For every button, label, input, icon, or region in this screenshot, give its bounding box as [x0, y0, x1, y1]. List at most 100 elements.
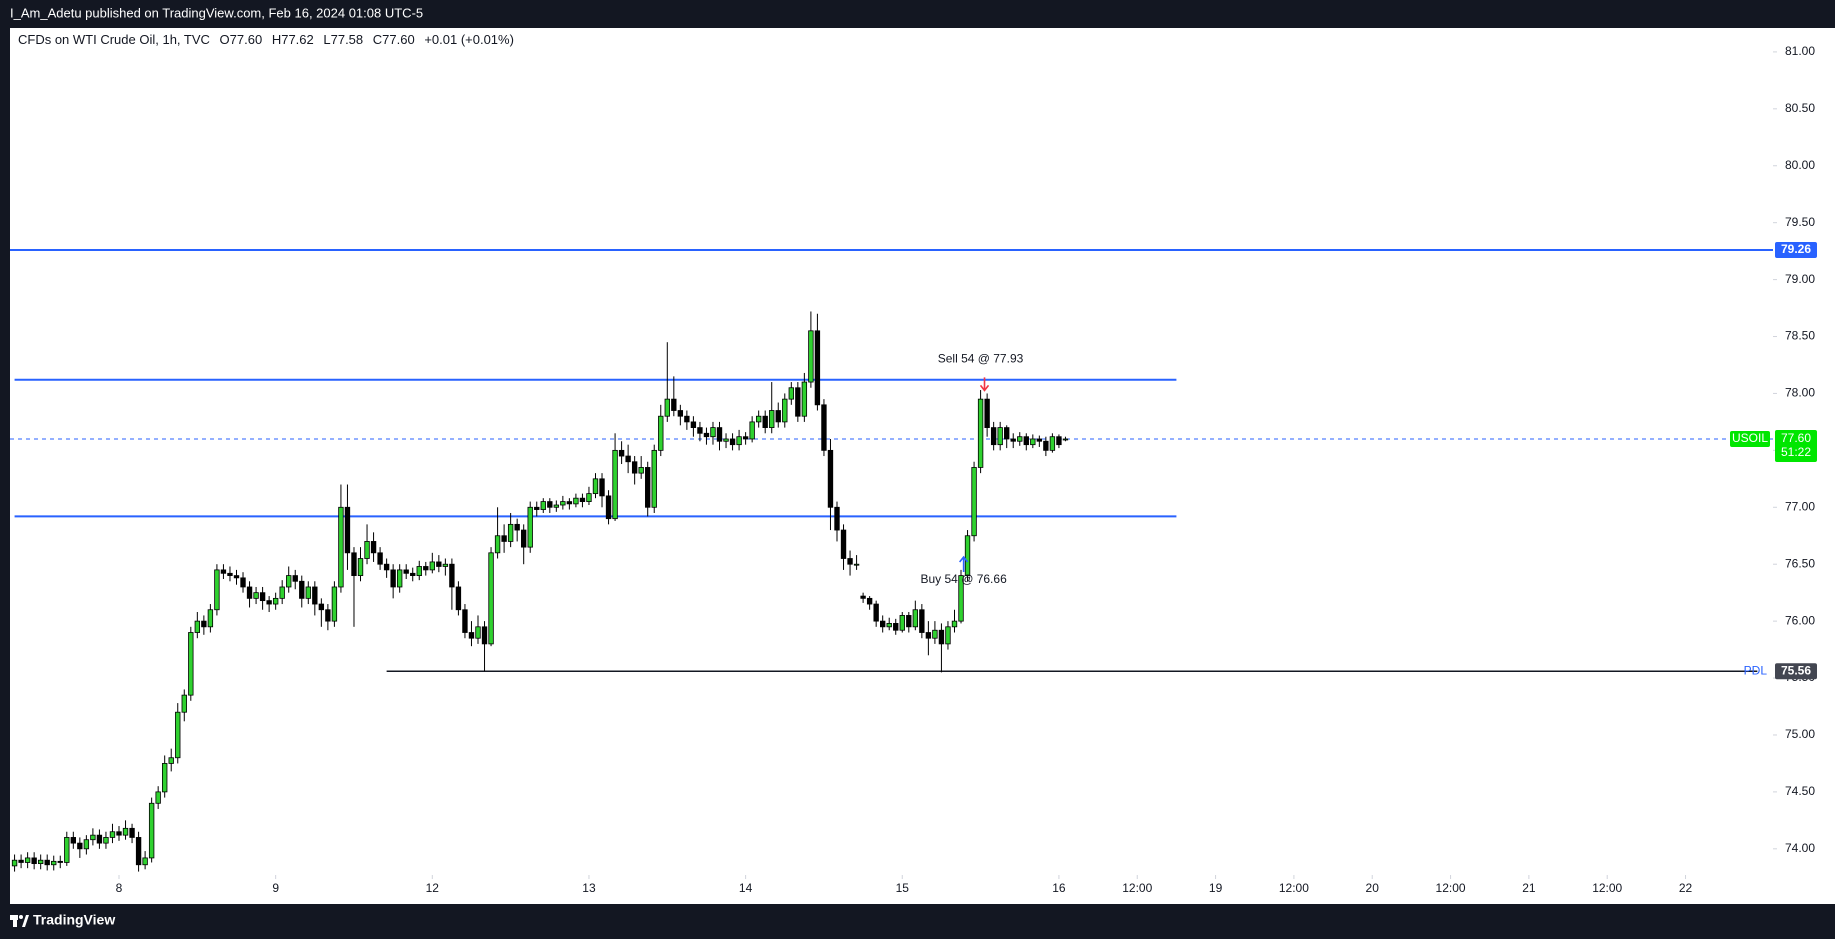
candle-body — [188, 632, 194, 696]
y-tick-label: 79.00 — [1785, 272, 1815, 286]
candle-body — [272, 597, 279, 605]
candle-body — [357, 558, 364, 576]
candle-body — [175, 711, 181, 759]
candle-body — [70, 837, 76, 844]
left-border — [0, 0, 10, 939]
candle-body — [645, 467, 651, 508]
candle-body — [312, 586, 318, 605]
candle-body — [24, 857, 31, 863]
candle-body — [1043, 440, 1049, 451]
x-tick-label: 21 — [1522, 881, 1536, 895]
x-tick-label: 12:00 — [1436, 881, 1466, 895]
candle-body — [396, 569, 403, 588]
level-label-box — [1775, 241, 1817, 258]
candle-body — [299, 580, 305, 599]
candle-body — [64, 837, 70, 863]
candle-body — [377, 552, 383, 565]
candle-body — [573, 497, 579, 505]
candle-body — [742, 436, 749, 440]
candle-body — [886, 623, 892, 628]
candle-body — [814, 330, 821, 406]
candle-body — [494, 535, 501, 554]
candle-body — [364, 541, 370, 559]
y-tick-label: 76.00 — [1785, 613, 1815, 627]
candle-body — [416, 566, 422, 576]
candle-body — [279, 586, 285, 599]
candle-body — [148, 802, 155, 859]
candle-body — [893, 623, 899, 631]
candle-body — [142, 857, 148, 866]
candle-body — [410, 572, 416, 576]
candle-body — [880, 620, 886, 628]
candle-body — [782, 398, 788, 423]
candle-body — [436, 561, 442, 567]
candle-body — [618, 449, 625, 457]
candle-body — [253, 592, 259, 599]
candle-body — [749, 421, 755, 440]
candle-body — [853, 563, 860, 566]
candle-body — [220, 569, 227, 574]
x-tick-label: 12:00 — [1279, 881, 1309, 895]
candle-body — [651, 449, 657, 508]
y-tick-label: 74.50 — [1785, 784, 1815, 798]
candle-body — [37, 859, 44, 865]
candle-body — [233, 575, 240, 579]
candle-body — [997, 427, 1003, 446]
candle-body — [521, 529, 527, 548]
candle-body — [697, 427, 703, 434]
candle-body — [83, 839, 90, 850]
candle-body — [860, 595, 866, 599]
candle-body — [481, 626, 488, 645]
candle-body — [566, 501, 573, 505]
candle-body — [560, 501, 566, 506]
candle-body — [155, 791, 161, 804]
candle-body — [801, 381, 808, 417]
candle-body — [847, 558, 853, 565]
candle-body — [827, 449, 834, 508]
candle-body — [318, 603, 325, 611]
x-tick-label: 16 — [1052, 881, 1066, 895]
candle-body — [462, 609, 468, 633]
top-bar — [0, 0, 1835, 28]
candle-body — [540, 501, 546, 510]
x-tick-label: 9 — [272, 881, 279, 895]
candle-body — [181, 694, 187, 713]
countdown-label: 51:22 — [1781, 445, 1811, 459]
last-price-box — [1775, 429, 1817, 462]
symbol-label: USOIL — [1732, 431, 1768, 445]
candle-body — [201, 620, 207, 628]
candle-body — [579, 497, 586, 502]
publish-info: I_Am_Adetu published on TradingView.com,… — [10, 5, 423, 20]
candle-body — [1004, 427, 1010, 440]
trade-label: Sell 54 @ 77.93 — [938, 352, 1024, 366]
candle-body — [116, 831, 122, 836]
candle-body — [501, 535, 507, 542]
candle-body — [938, 629, 945, 645]
candle-body — [51, 860, 57, 866]
candle-body — [821, 404, 827, 451]
y-tick-label: 80.50 — [1785, 101, 1815, 115]
candle-body — [129, 827, 135, 838]
candle-body — [57, 860, 63, 863]
candle-body — [325, 609, 331, 622]
candle-body — [344, 506, 351, 554]
x-tick-label: 19 — [1209, 881, 1223, 895]
candle-body — [305, 586, 311, 599]
candle-body — [1062, 438, 1069, 441]
candle-body — [266, 600, 272, 605]
candle-body — [77, 842, 83, 850]
x-tick-label: 8 — [116, 881, 123, 895]
candle-body — [553, 504, 560, 508]
candle-body — [162, 763, 168, 793]
candle-body — [103, 837, 109, 844]
candle-body — [370, 541, 377, 554]
candle-body — [246, 586, 253, 599]
candle-body — [507, 523, 514, 542]
candle-body — [932, 629, 938, 639]
candle-body — [1056, 436, 1062, 446]
candle-body — [109, 831, 116, 838]
candle-body — [1010, 438, 1016, 442]
x-tick-label: 12:00 — [1592, 881, 1622, 895]
